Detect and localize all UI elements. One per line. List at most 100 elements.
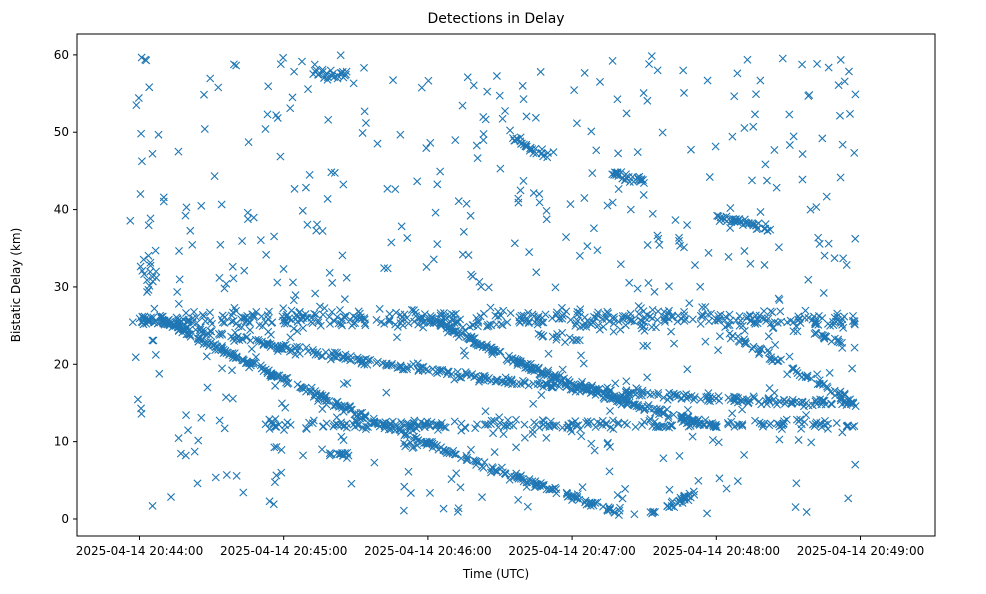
detection-marker (615, 506, 624, 515)
detection-marker (436, 309, 445, 318)
detection-marker (356, 409, 365, 417)
detection-marker (277, 468, 286, 477)
detection-marker (318, 405, 327, 413)
detection-marker (801, 306, 810, 315)
detection-marker (158, 312, 167, 321)
detection-marker (338, 403, 347, 412)
detection-marker (479, 463, 488, 472)
detection-marker (414, 421, 423, 430)
detection-marker (827, 337, 836, 346)
detection-marker (704, 248, 713, 257)
detection-marker (655, 405, 664, 414)
detection-marker (197, 201, 206, 210)
detection-marker (136, 190, 145, 198)
detection-marker (558, 365, 567, 374)
detection-marker (788, 399, 797, 408)
detection-marker (340, 422, 349, 431)
detection-marker (473, 420, 482, 429)
detection-marker (495, 348, 504, 357)
detection-marker (542, 215, 551, 224)
detection-marker (743, 55, 752, 64)
detection-marker (194, 436, 203, 445)
detection-marker (800, 313, 809, 322)
detection-marker (634, 175, 643, 184)
detection-marker (714, 346, 723, 355)
detection-marker (626, 205, 635, 214)
detection-marker (342, 454, 351, 462)
detection-marker (645, 416, 654, 425)
detection-marker (839, 254, 848, 263)
detection-marker (604, 309, 613, 318)
detection-marker (489, 429, 498, 438)
detection-marker (193, 479, 202, 488)
detection-marker (776, 307, 785, 316)
detection-marker (570, 86, 579, 95)
detection-marker (830, 254, 839, 263)
detection-marker (598, 421, 607, 430)
detection-marker (174, 147, 183, 156)
detection-marker (556, 371, 565, 380)
detection-marker (354, 410, 363, 419)
detection-marker (562, 233, 571, 242)
detection-marker (498, 321, 507, 330)
detection-marker (724, 393, 733, 402)
detection-marker (324, 115, 333, 124)
detection-marker (314, 70, 323, 79)
detection-marker (538, 416, 547, 425)
y-axis: 0 10 20 30 40 50 60 (54, 48, 77, 526)
detection-marker (740, 247, 749, 256)
detection-marker (498, 377, 507, 386)
detection-marker (272, 111, 281, 120)
detection-marker (360, 107, 369, 116)
detection-marker (622, 377, 631, 386)
detection-marker (380, 421, 389, 430)
detection-marker (764, 346, 773, 355)
detection-marker (519, 176, 528, 185)
detection-marker (496, 311, 505, 320)
detection-marker (479, 136, 488, 145)
detection-marker (583, 417, 592, 426)
detection-marker (660, 307, 669, 316)
detection-marker (738, 405, 747, 414)
x-tick-label: 2025-04-14 20:45:00 (220, 544, 347, 558)
detection-marker (392, 308, 401, 317)
detection-marker (798, 150, 807, 159)
detection-marker (643, 240, 652, 249)
detection-marker (599, 322, 608, 331)
detection-marker (339, 352, 348, 361)
detection-marker (396, 130, 405, 139)
detection-marker (393, 333, 401, 342)
detection-marker (515, 313, 524, 322)
detection-marker (601, 384, 610, 393)
detection-marker (371, 419, 380, 428)
detection-marker (715, 396, 724, 405)
detection-marker (370, 419, 379, 428)
detection-marker (537, 370, 545, 379)
detection-marker (265, 424, 274, 433)
y-tick-label: 40 (54, 203, 69, 217)
detection-marker (290, 67, 299, 76)
detection-marker (549, 148, 558, 157)
detection-marker (319, 310, 328, 319)
detection-marker (573, 310, 582, 319)
detection-marker (774, 420, 783, 429)
detection-marker (635, 391, 644, 400)
detection-marker (743, 312, 752, 321)
detection-marker (475, 277, 484, 286)
detection-marker (537, 149, 546, 158)
detection-marker (458, 250, 467, 259)
detection-marker (835, 111, 844, 120)
detection-marker (694, 476, 703, 485)
detection-marker (578, 377, 587, 386)
detection-marker (232, 353, 241, 362)
detection-marker (353, 420, 362, 429)
detection-marker (766, 307, 775, 316)
detection-marker (276, 152, 285, 161)
detection-marker (453, 367, 462, 376)
detection-marker (175, 247, 184, 255)
detection-marker (738, 321, 747, 330)
detection-marker (264, 82, 273, 91)
detection-marker (137, 129, 146, 138)
detection-marker (588, 388, 596, 397)
detection-marker (441, 315, 450, 324)
